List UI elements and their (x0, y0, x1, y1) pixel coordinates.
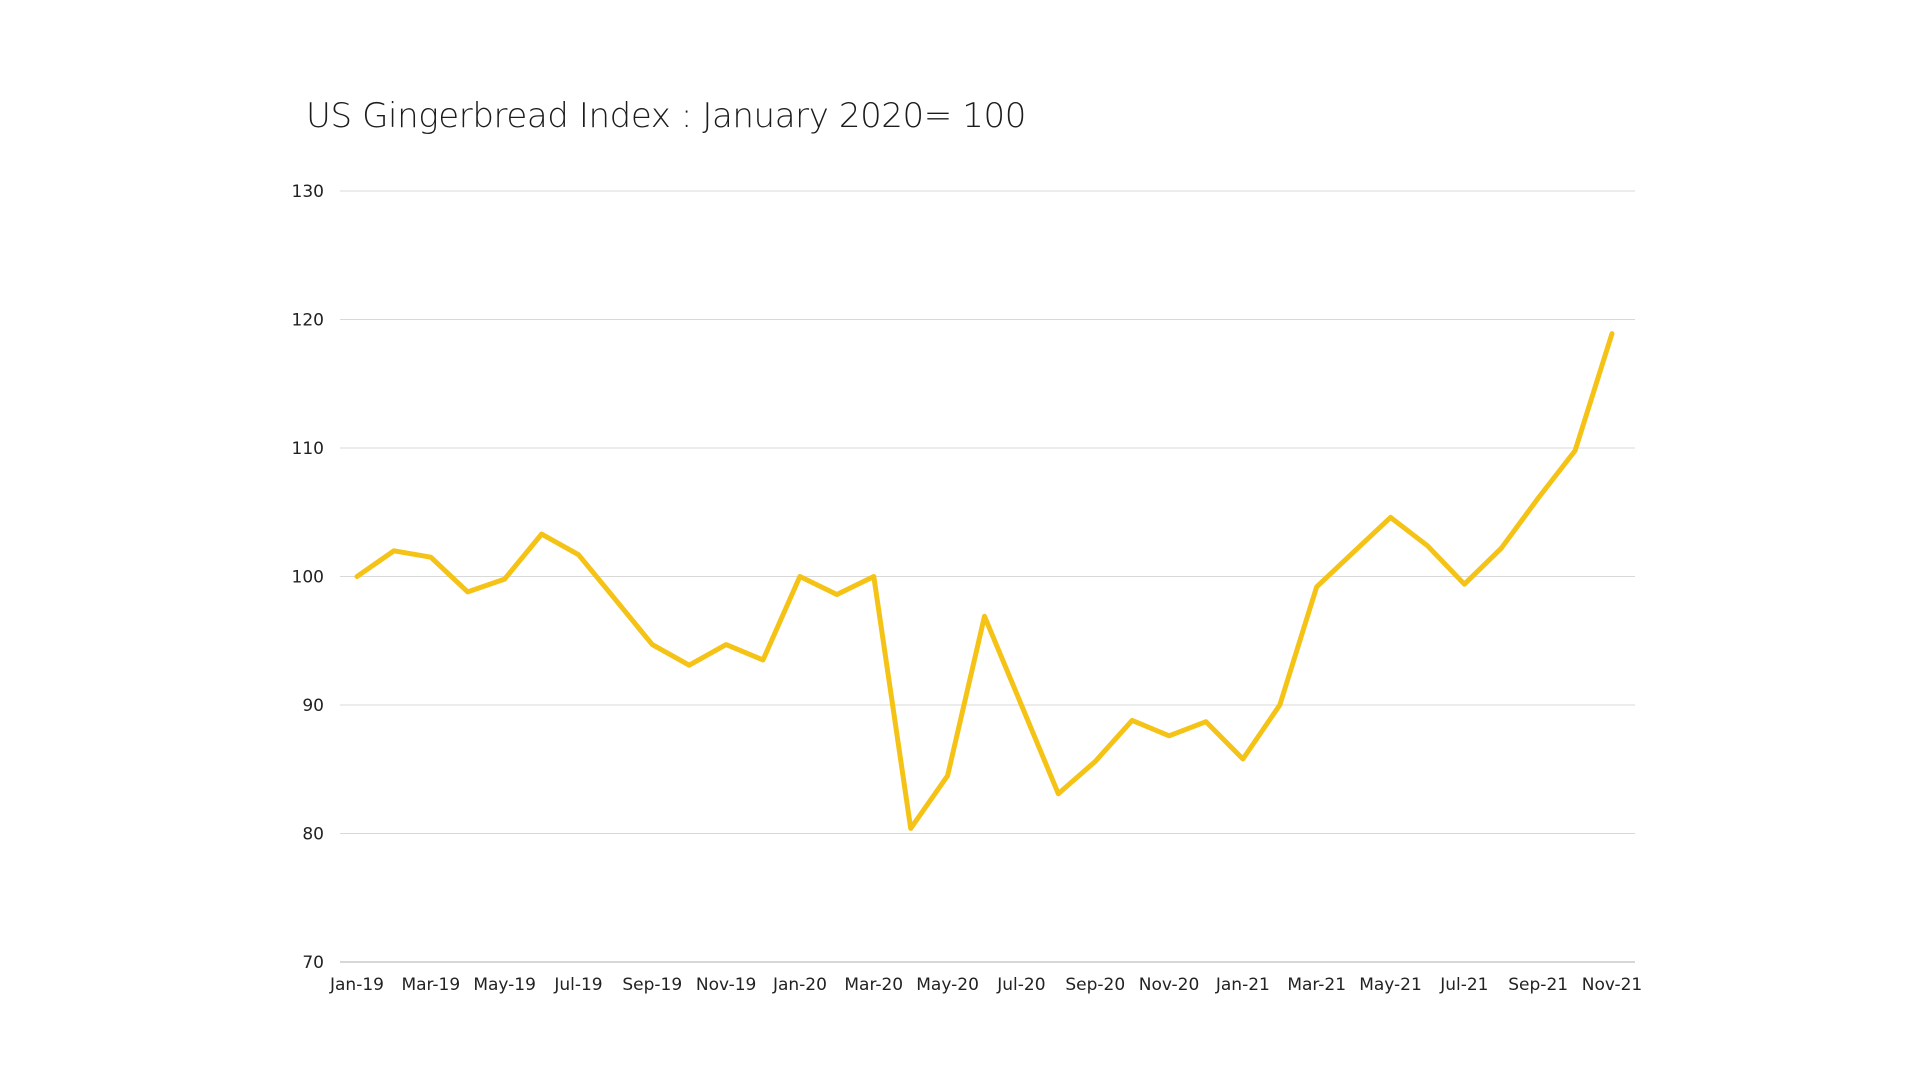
x-tick-label: Jan-21 (1215, 975, 1270, 995)
series-layer (354, 331, 1615, 831)
x-tick-label: Jan-19 (329, 975, 384, 995)
x-tick-label: May-19 (473, 975, 536, 995)
y-tick-label: 90 (302, 696, 324, 716)
gridlines (340, 190, 1635, 963)
x-tick-label: Jul-21 (1439, 975, 1488, 995)
y-tick-label: 120 (292, 311, 324, 331)
series-line (354, 331, 1615, 831)
x-tick-label: Nov-20 (1139, 975, 1200, 995)
x-tick-label: Sep-19 (622, 975, 682, 995)
x-tick-label: Jan-20 (772, 975, 827, 995)
x-axis-tick-labels: Jan-19 Mar-19 May-19 Jul-19 Sep-19 Nov-19 Jan-… (329, 975, 1642, 995)
x-tick-label: May-21 (1359, 975, 1422, 995)
x-tick-label: Nov-21 (1582, 975, 1643, 995)
x-tick-label: May-20 (916, 975, 979, 995)
x-tick-label: Sep-20 (1065, 975, 1125, 995)
x-tick-label: Mar-21 (1287, 975, 1346, 995)
x-tick-label: Sep-21 (1508, 975, 1568, 995)
y-tick-label: 70 (302, 953, 324, 973)
x-tick-label: Nov-19 (696, 975, 757, 995)
chart-title: US Gingerbread Index : January 2020= 100 (306, 96, 1026, 136)
x-tick-label: Mar-20 (844, 975, 903, 995)
x-tick-label: Mar-19 (401, 975, 460, 995)
y-tick-label: 130 (292, 182, 324, 202)
x-tick-label: Jul-19 (553, 975, 602, 995)
y-axis-tick-labels: 70 80 90 100 110 120 130 (292, 182, 324, 973)
y-tick-label: 100 (292, 568, 324, 588)
y-tick-label: 80 (302, 825, 324, 845)
x-tick-label: Jul-20 (996, 975, 1045, 995)
y-tick-label: 110 (292, 439, 324, 459)
